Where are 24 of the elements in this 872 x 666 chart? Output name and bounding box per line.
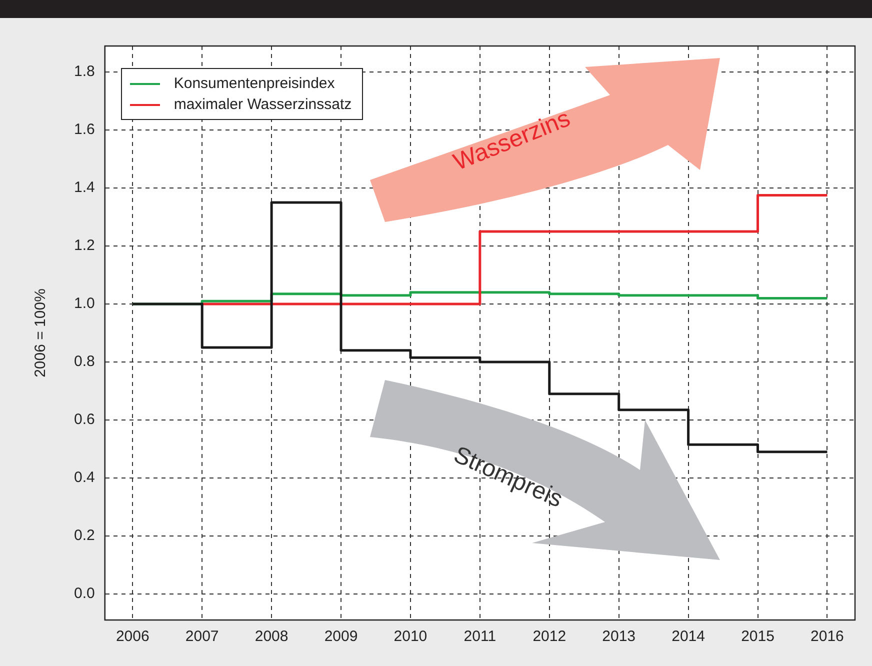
legend-label: maximaler Wasserzinssatz [174,96,352,113]
y-tick-label: 1.2 [74,237,95,254]
x-tick-label: 2012 [532,628,566,646]
y-tick-label: 0.0 [74,585,95,602]
x-tick-label: 2011 [464,628,496,646]
y-tick-label: 0.2 [74,527,95,544]
y-tick-label: 0.6 [74,411,95,428]
x-tick-label: 2015 [741,628,774,646]
x-tick-label: 2016 [810,628,844,646]
x-tick-label: 2008 [254,628,288,646]
y-tick-label: 1.4 [74,179,95,196]
y-tick-label: 1.8 [74,63,95,80]
y-tick-label: 0.4 [74,469,95,486]
y-tick-label: 1.6 [74,121,95,138]
y-tick-label: 1.0 [74,295,95,312]
x-tick-label: 2006 [116,628,150,646]
x-tick-label: 2007 [185,628,219,646]
x-tick-label: 2009 [324,628,358,646]
x-tick-label: 2010 [394,628,428,646]
y-tick-label: 0.8 [74,353,95,370]
y-axis-title: 2006 = 100% [32,288,50,378]
legend-label: Konsumentenpreisindex [174,75,335,92]
x-tick-label: 2014 [672,628,705,646]
x-tick-label: 2013 [602,628,636,646]
